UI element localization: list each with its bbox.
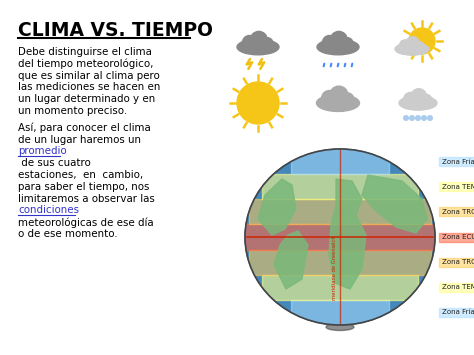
Circle shape — [400, 40, 411, 51]
Circle shape — [404, 116, 408, 120]
Text: Zona Fría: Zona Fría — [442, 159, 474, 165]
Ellipse shape — [326, 323, 354, 331]
Text: CLIMA VS. TIEMPO: CLIMA VS. TIEMPO — [18, 21, 213, 40]
Text: Zona TEMPLADA: Zona TEMPLADA — [442, 284, 474, 290]
Bar — [245, 224, 435, 250]
Text: de un lugar haremos un: de un lugar haremos un — [18, 135, 141, 144]
Ellipse shape — [395, 43, 429, 55]
Circle shape — [341, 38, 353, 49]
Text: un momento preciso.: un momento preciso. — [18, 106, 127, 116]
Polygon shape — [274, 231, 308, 289]
Text: Zona TEMPLADA: Zona TEMPLADA — [442, 184, 474, 190]
Text: del tiempo meteorológico,: del tiempo meteorológico, — [18, 59, 154, 69]
Text: para saber el tiempo, nos: para saber el tiempo, nos — [18, 182, 149, 192]
Bar — [439, 157, 474, 166]
Text: las mediciones se hacen en: las mediciones se hacen en — [18, 82, 160, 92]
Text: Así, para conocer el clima: Así, para conocer el clima — [18, 123, 151, 133]
Circle shape — [416, 116, 420, 120]
Text: condiciones: condiciones — [18, 206, 79, 215]
Ellipse shape — [237, 39, 279, 55]
Bar — [439, 308, 474, 317]
Ellipse shape — [317, 94, 359, 111]
Ellipse shape — [399, 96, 437, 110]
Text: de sus cuatro: de sus cuatro — [18, 158, 91, 168]
Circle shape — [242, 36, 257, 50]
Text: limitaremos a observar las: limitaremos a observar las — [18, 193, 155, 204]
Polygon shape — [329, 179, 366, 289]
Text: Zona Fría: Zona Fría — [442, 310, 474, 316]
Bar — [439, 182, 474, 191]
Circle shape — [421, 94, 432, 105]
Bar — [249, 250, 431, 275]
Bar — [262, 275, 418, 300]
Circle shape — [422, 116, 426, 120]
Bar — [291, 300, 389, 325]
Circle shape — [406, 37, 419, 50]
Text: Zona TROPICAL: Zona TROPICAL — [442, 209, 474, 215]
Circle shape — [404, 92, 417, 106]
Text: Zona TROPICAL: Zona TROPICAL — [442, 259, 474, 265]
Circle shape — [330, 86, 348, 104]
Circle shape — [410, 116, 414, 120]
Text: Debe distinguirse el clima: Debe distinguirse el clima — [18, 47, 152, 57]
Bar — [439, 233, 474, 241]
Circle shape — [322, 36, 337, 50]
Circle shape — [321, 91, 337, 106]
Bar — [439, 258, 474, 267]
Text: estaciones,  en  cambio,: estaciones, en cambio, — [18, 170, 143, 180]
Circle shape — [341, 93, 354, 105]
Text: meteorológicas de ese día: meteorológicas de ese día — [18, 217, 154, 228]
Ellipse shape — [317, 39, 359, 55]
Text: meridiano de Greenwich: meridiano de Greenwich — [332, 235, 337, 300]
Text: Zona ECUATORIAL: Zona ECUATORIAL — [442, 234, 474, 240]
Text: o de ese momento.: o de ese momento. — [18, 229, 118, 239]
Bar — [262, 174, 418, 199]
Bar — [249, 199, 431, 224]
Ellipse shape — [245, 149, 435, 325]
Text: promedio: promedio — [18, 146, 67, 157]
Text: un lugar determinado y en: un lugar determinado y en — [18, 94, 155, 104]
Text: que es similar al clima pero: que es similar al clima pero — [18, 71, 160, 81]
Circle shape — [330, 31, 347, 48]
Circle shape — [428, 116, 432, 120]
Circle shape — [409, 28, 435, 54]
Circle shape — [237, 82, 279, 124]
Circle shape — [250, 31, 267, 48]
Bar — [291, 149, 389, 174]
Circle shape — [262, 38, 273, 49]
Bar — [439, 283, 474, 292]
Polygon shape — [362, 175, 427, 233]
Bar — [439, 207, 474, 216]
Polygon shape — [258, 179, 296, 235]
Circle shape — [411, 89, 427, 104]
Circle shape — [415, 42, 424, 51]
